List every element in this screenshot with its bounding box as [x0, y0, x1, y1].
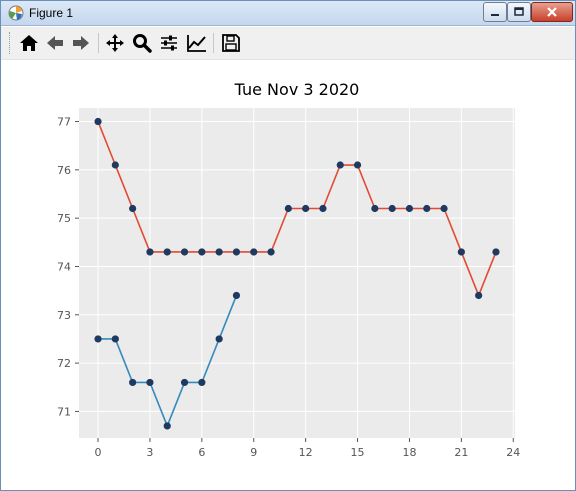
x-tick-label: 18: [402, 446, 416, 459]
x-tick-label: 6: [198, 446, 205, 459]
x-tick-label: 3: [146, 446, 153, 459]
data-point[interactable]: [475, 291, 483, 300]
close-button[interactable]: [531, 2, 573, 22]
line-chart-icon: [187, 35, 206, 52]
data-point[interactable]: [353, 161, 362, 169]
data-point[interactable]: [267, 248, 275, 256]
data-point[interactable]: [163, 248, 171, 256]
line-chart[interactable]: 0 3 6 9 12 15 18 21 24 71 72 73 74 75 76 77 Tue Nov 3 20…: [9, 61, 571, 485]
data-point[interactable]: [336, 161, 344, 169]
data-point[interactable]: [457, 248, 465, 256]
toolbar-separator: [213, 33, 214, 53]
data-point[interactable]: [146, 248, 154, 256]
home-button[interactable]: [17, 31, 41, 55]
sliders-icon: [161, 35, 177, 51]
data-point[interactable]: [146, 378, 154, 387]
matplotlib-icon: [8, 5, 24, 21]
data-point[interactable]: [284, 204, 292, 213]
data-point[interactable]: [388, 204, 396, 213]
save-button[interactable]: [219, 31, 243, 55]
home-icon: [20, 35, 38, 51]
title-bar[interactable]: Figure 1: [1, 1, 575, 26]
data-point[interactable]: [198, 378, 206, 387]
plot-area[interactable]: [79, 108, 515, 438]
arrow-right-icon: [73, 36, 89, 50]
magnifier-icon: [133, 34, 152, 53]
y-tick-label: 77: [57, 116, 71, 129]
x-tick-label: 9: [250, 446, 257, 459]
data-point[interactable]: [232, 291, 241, 300]
y-tick-label: 71: [57, 405, 71, 418]
data-point[interactable]: [492, 248, 500, 256]
navigation-toolbar: [1, 27, 575, 60]
y-tick-label: 72: [57, 357, 71, 370]
data-point[interactable]: [180, 378, 189, 387]
data-point[interactable]: [111, 335, 119, 343]
data-point[interactable]: [215, 335, 223, 343]
x-tick-label: 15: [351, 446, 365, 459]
y-tick-label: 76: [57, 164, 71, 177]
toolbar-grip: [9, 32, 12, 54]
data-point[interactable]: [405, 204, 414, 213]
data-point[interactable]: [423, 204, 431, 213]
data-point[interactable]: [319, 204, 327, 213]
arrow-left-icon: [47, 36, 63, 50]
y-tick-label: 74: [57, 260, 71, 273]
y-tick-label: 73: [57, 309, 71, 322]
window-title: Figure 1: [29, 6, 74, 20]
data-point[interactable]: [111, 161, 119, 169]
forward-button[interactable]: [69, 31, 93, 55]
back-button[interactable]: [43, 31, 67, 55]
x-tick-label: 0: [95, 446, 102, 459]
close-icon: [547, 7, 557, 17]
x-tick-label: 24: [506, 446, 520, 459]
data-point[interactable]: [250, 248, 258, 256]
data-point[interactable]: [198, 248, 206, 256]
maximize-button[interactable]: [507, 2, 531, 22]
data-point[interactable]: [163, 422, 171, 430]
subplots-button[interactable]: [157, 31, 181, 55]
minimize-button[interactable]: [483, 2, 507, 22]
data-point[interactable]: [129, 378, 137, 387]
maximize-icon: [514, 7, 524, 16]
data-point[interactable]: [215, 248, 223, 256]
floppy-disk-icon: [222, 34, 240, 52]
data-point[interactable]: [440, 204, 448, 213]
x-tick-label: 12: [299, 446, 313, 459]
toolbar-separator: [98, 33, 99, 53]
data-point[interactable]: [94, 335, 102, 343]
data-point[interactable]: [94, 117, 102, 126]
pan-button[interactable]: [103, 31, 127, 55]
data-point[interactable]: [232, 248, 241, 256]
data-point[interactable]: [302, 204, 310, 213]
data-point[interactable]: [180, 248, 189, 256]
chart-title: Tue Nov 3 2020: [234, 80, 360, 99]
data-point[interactable]: [371, 204, 379, 213]
move-icon: [106, 34, 124, 52]
data-point[interactable]: [129, 204, 137, 213]
x-tick-label: 21: [454, 446, 468, 459]
figure-canvas[interactable]: 0 3 6 9 12 15 18 21 24 71 72 73 74 75 76 77 Tue Nov 3 20…: [9, 61, 571, 485]
axes-edit-button[interactable]: [185, 31, 209, 55]
minimize-icon: [491, 14, 499, 16]
y-tick-label: 75: [57, 212, 71, 225]
zoom-button[interactable]: [130, 31, 154, 55]
